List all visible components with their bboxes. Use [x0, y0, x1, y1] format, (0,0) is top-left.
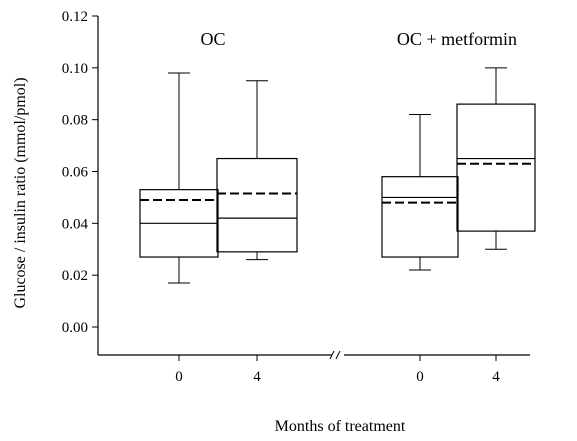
- y-tick-label: 0.04: [62, 216, 89, 232]
- x-axis-break-mark: [329, 350, 335, 360]
- box-iqr: [216, 157, 298, 253]
- y-tick-label: 0.00: [62, 320, 88, 336]
- x-tick-label: 4: [253, 369, 261, 385]
- group-label: OC: [200, 29, 225, 49]
- x-tick-label: 4: [492, 369, 500, 385]
- y-tick-label: 0.06: [62, 165, 89, 181]
- x-axis-title: Months of treatment: [275, 418, 406, 435]
- axes: 0 4 0 4: [97, 16, 530, 385]
- x-axis-break-mark: [335, 350, 341, 360]
- y-tick-label: 0.10: [62, 61, 88, 77]
- x-tick-label: 0: [416, 369, 424, 385]
- box-series: [139, 67, 536, 284]
- y-tick-label: 0.02: [62, 268, 88, 284]
- y-tick-label: 0.08: [62, 113, 88, 129]
- y-axis-ticks: 0.00 0.02 0.04 0.06 0.08 0.10 0.12: [62, 9, 98, 336]
- chart-labels: Glucose / insulin ratio (mmol/pmol) Mont…: [12, 29, 517, 435]
- group-label: OC + metformin: [397, 29, 517, 49]
- box-iqr: [456, 103, 536, 232]
- y-tick-label: 0.12: [62, 9, 88, 25]
- y-axis-title: Glucose / insulin ratio (mmol/pmol): [12, 77, 29, 308]
- box-iqr: [381, 176, 459, 258]
- x-tick-label: 0: [175, 369, 183, 385]
